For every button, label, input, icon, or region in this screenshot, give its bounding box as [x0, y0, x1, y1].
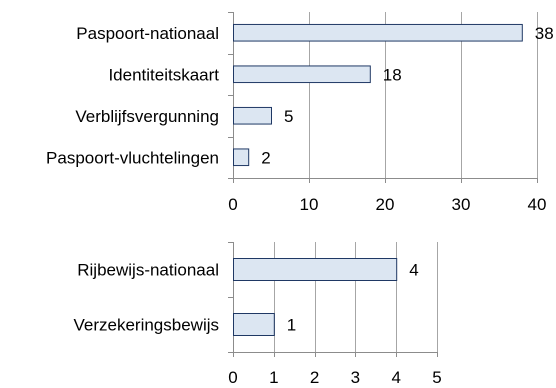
x-tick-label: 40 — [528, 195, 547, 214]
chart-identity-documents: 0 10 20 30 40 Paspoort-nationaal 38 Identiteits… — [46, 12, 554, 214]
category-label-paspoort-nationaal: Paspoort-nationaal — [76, 24, 219, 43]
x-tick-label: 4 — [391, 368, 400, 387]
x-tick-label: 2 — [310, 368, 319, 387]
data-label-verzekeringsbewijs: 1 — [287, 316, 296, 335]
x-tick-label: 3 — [351, 368, 360, 387]
data-label-paspoort-vluchtelingen: 2 — [261, 148, 270, 167]
chart-other-documents: 0 1 2 3 4 5 Rijbewijs-nationaal 4 Verzekeringsbe… — [73, 242, 442, 387]
category-label-verblijfsvergunning: Verblijfsvergunning — [75, 107, 219, 126]
category-label-rijbewijs-nationaal: Rijbewijs-nationaal — [77, 261, 219, 280]
category-label-paspoort-vluchtelingen: Paspoort-vluchtelingen — [46, 148, 219, 167]
bar-verblijfsvergunning — [233, 106, 272, 125]
bar-paspoort-vluchtelingen — [233, 148, 250, 167]
data-label-identiteitskaart: 18 — [383, 65, 402, 84]
data-label-paspoort-nationaal: 38 — [535, 24, 554, 43]
x-tick-label: 20 — [376, 195, 395, 214]
bar-identiteitskaart — [233, 65, 371, 84]
x-tick-label: 30 — [452, 195, 471, 214]
bar-rijbewijs-nationaal — [233, 258, 398, 281]
x-tick-label: 10 — [300, 195, 319, 214]
category-label-identiteitskaart: Identiteitskaart — [108, 65, 219, 84]
x-tick-label: 0 — [228, 368, 237, 387]
x-tick-label: 5 — [432, 368, 441, 387]
category-label-verzekeringsbewijs: Verzekeringsbewijs — [73, 316, 219, 335]
data-label-rijbewijs-nationaal: 4 — [409, 261, 418, 280]
bar-paspoort-nationaal — [233, 23, 523, 42]
data-label-verblijfsvergunning: 5 — [284, 107, 293, 126]
x-tick-label: 0 — [228, 195, 237, 214]
bar-verzekeringsbewijs — [233, 313, 275, 336]
x-tick-label: 1 — [269, 368, 278, 387]
